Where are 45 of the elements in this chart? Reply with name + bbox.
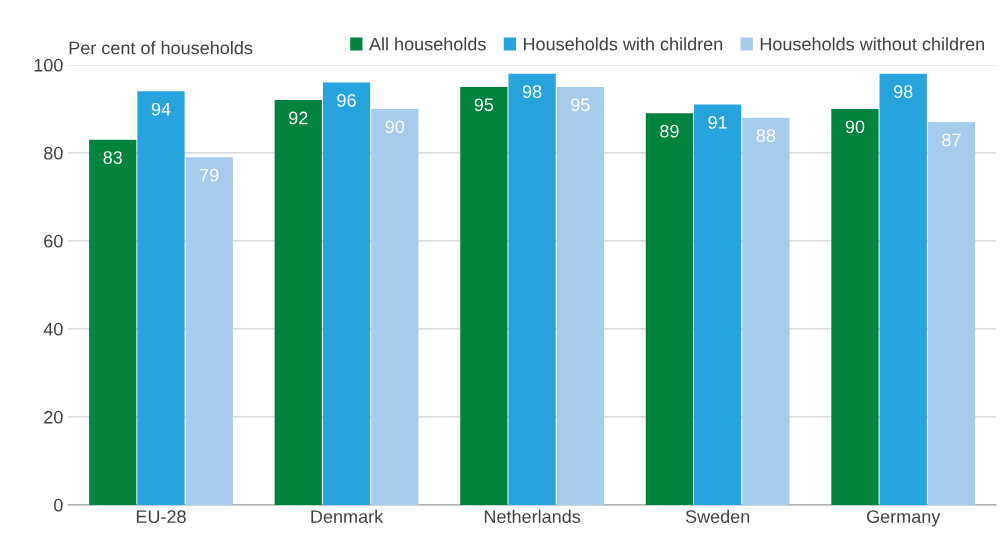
bar: [137, 91, 185, 505]
x-tick-label: Denmark: [311, 509, 384, 524]
y-tick-label: 80: [44, 146, 63, 160]
y-tick-label: 0: [54, 498, 63, 512]
data-label: 98: [894, 85, 913, 98]
bar: [556, 86, 604, 505]
bar: [460, 86, 508, 505]
data-label: 88: [756, 129, 776, 142]
y-tick-label: 100: [34, 58, 63, 72]
data-label: 90: [845, 120, 865, 134]
data-label: 89: [660, 124, 679, 138]
data-label: 95: [571, 98, 590, 112]
legend-label: Households with children: [523, 37, 723, 51]
bar: [831, 108, 879, 505]
data-label: 79: [200, 168, 219, 182]
data-label: 91: [708, 115, 727, 129]
y-tick-label: 20: [44, 410, 63, 424]
data-label: 87: [942, 133, 961, 147]
bar: [694, 104, 742, 505]
bar: [322, 82, 371, 505]
data-label: 98: [522, 85, 542, 98]
bar: [89, 139, 137, 505]
legend-label: All households: [369, 37, 486, 51]
x-tick-label: Germany: [866, 510, 941, 527]
bar: [508, 73, 556, 505]
data-label: 96: [337, 93, 356, 107]
bar: [645, 113, 694, 505]
data-label: 83: [103, 151, 122, 164]
y-tick-label: 60: [44, 234, 63, 248]
data-label: 94: [151, 102, 171, 116]
data-label: 95: [474, 98, 494, 112]
bar: [185, 157, 233, 505]
data-label: 90: [385, 120, 405, 134]
y-tick-label: 40: [43, 322, 63, 336]
bar: [371, 108, 419, 505]
bar: [927, 122, 976, 505]
bar: [274, 100, 322, 505]
bar: [879, 73, 927, 505]
x-tick-label: EU-28: [136, 510, 186, 524]
x-tick-label: Sweden: [685, 509, 750, 524]
legend-label: Households without children: [760, 37, 984, 51]
bar: [742, 117, 790, 505]
y-axis-title: Per cent of households: [69, 41, 253, 55]
data-label: 92: [289, 111, 308, 125]
x-tick-label: Netherlands: [484, 509, 581, 524]
